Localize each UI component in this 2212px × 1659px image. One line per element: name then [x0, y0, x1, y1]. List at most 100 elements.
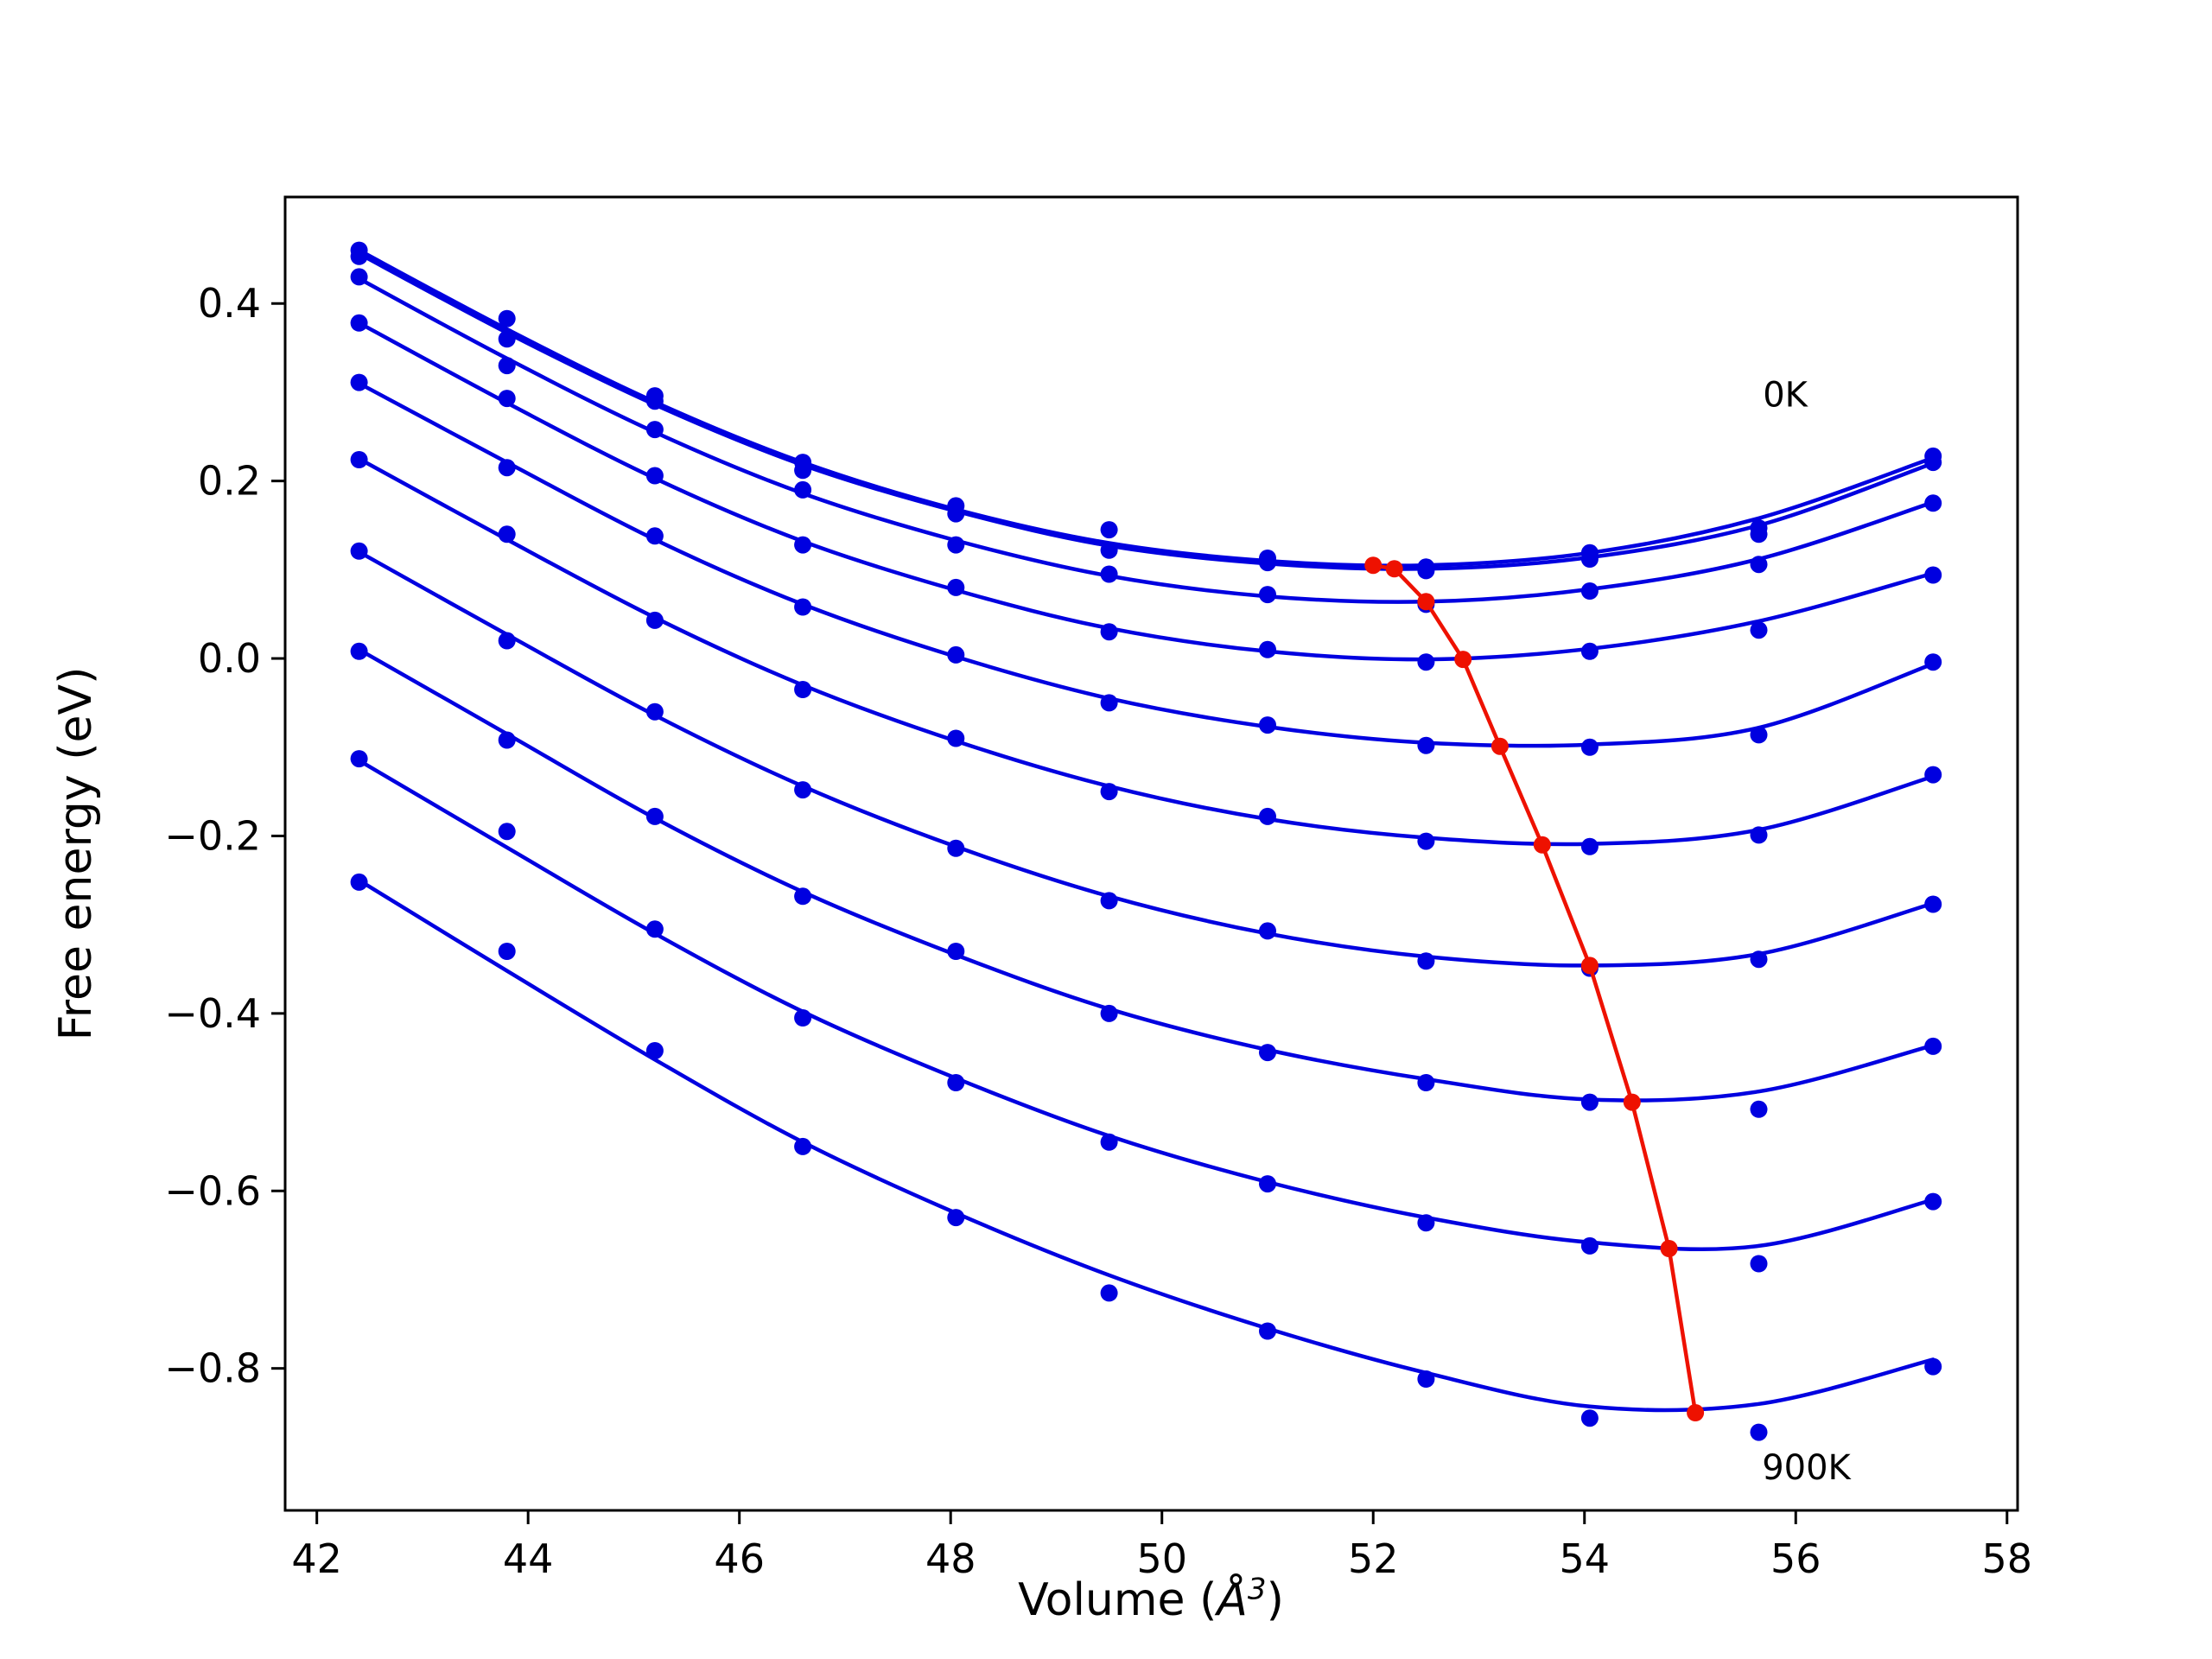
- minima-point-9: [1687, 1404, 1705, 1421]
- x-axis-superscript: 3: [1247, 1572, 1267, 1607]
- point-800K-0: [350, 750, 368, 768]
- scatter-400K: [350, 373, 1942, 756]
- point-200K-3: [794, 480, 812, 499]
- x-axis-angstrom-symbol: Å: [1217, 1574, 1248, 1626]
- point-400K-4: [947, 645, 965, 664]
- scatter-700K: [350, 642, 1942, 1118]
- point-0K-1: [498, 309, 516, 327]
- y-tick-label: 0.0: [198, 635, 261, 682]
- point-200K-6: [1259, 586, 1276, 604]
- annotation-0K: 0K: [1763, 375, 1808, 415]
- y-tick-label: 0.2: [198, 458, 261, 505]
- point-100K-3: [794, 454, 812, 472]
- point-600K-4: [947, 839, 965, 857]
- point-300K-3: [794, 536, 812, 554]
- point-900K-10: [1924, 1357, 1942, 1376]
- y-axis-label: Free energy (eV): [50, 666, 102, 1041]
- point-700K-8: [1580, 1093, 1599, 1111]
- point-200K-4: [947, 536, 965, 554]
- curve-700K: [357, 647, 1936, 1103]
- point-200K-9: [1750, 556, 1768, 574]
- point-700K-4: [947, 943, 965, 960]
- minima-point-8: [1660, 1240, 1678, 1257]
- scatter-200K: [350, 268, 1942, 613]
- point-400K-3: [794, 598, 812, 616]
- minima-point-0: [1364, 556, 1382, 575]
- point-400K-1: [498, 459, 516, 477]
- point-800K-8: [1580, 1236, 1599, 1255]
- point-500K-7: [1417, 832, 1435, 850]
- plot-border: [283, 195, 2019, 1512]
- curve-200K: [357, 276, 1936, 604]
- point-800K-10: [1924, 1192, 1942, 1211]
- x-tick-label: 48: [925, 1535, 976, 1582]
- point-200K-5: [1100, 565, 1118, 583]
- curve-900K: [357, 878, 1936, 1413]
- point-700K-9: [1750, 1100, 1768, 1118]
- x-axis-label-text: Volume (: [1018, 1574, 1217, 1626]
- point-300K-6: [1259, 640, 1276, 658]
- y-tick-label: 0.4: [198, 280, 261, 327]
- equilibrium-volume-line: [1372, 563, 1698, 1414]
- point-500K-9: [1750, 826, 1768, 844]
- scatter-600K: [350, 542, 1942, 977]
- scatter-300K: [350, 314, 1942, 671]
- x-tick-label: 44: [503, 1535, 554, 1582]
- point-500K-3: [794, 681, 812, 698]
- point-600K-10: [1924, 895, 1942, 913]
- point-500K-6: [1259, 807, 1276, 825]
- point-100K-1: [498, 330, 516, 348]
- point-900K-6: [1259, 1322, 1276, 1340]
- point-800K-9: [1750, 1255, 1768, 1273]
- point-900K-9: [1750, 1423, 1768, 1441]
- point-100K-5: [1100, 541, 1118, 559]
- point-800K-7: [1417, 1214, 1435, 1232]
- point-300K-8: [1580, 642, 1599, 660]
- scatter-0K: [350, 241, 1942, 576]
- point-200K-0: [350, 268, 368, 286]
- point-900K-7: [1417, 1370, 1435, 1388]
- point-300K-10: [1924, 566, 1942, 584]
- point-800K-3: [794, 1009, 812, 1027]
- point-200K-8: [1580, 582, 1599, 600]
- point-300K-1: [498, 390, 516, 408]
- point-800K-5: [1100, 1133, 1118, 1151]
- minima-point-6: [1580, 957, 1599, 975]
- point-100K-4: [947, 505, 965, 523]
- x-axis-label-suffix: ): [1266, 1574, 1284, 1626]
- point-600K-5: [1100, 892, 1118, 910]
- point-400K-9: [1750, 726, 1768, 744]
- y-tick-label: −0.4: [164, 990, 261, 1037]
- point-900K-1: [498, 943, 516, 960]
- point-400K-7: [1417, 736, 1435, 754]
- point-500K-1: [498, 525, 516, 543]
- point-300K-5: [1100, 623, 1118, 641]
- point-100K-2: [645, 392, 664, 410]
- point-600K-1: [498, 632, 516, 650]
- point-700K-5: [1100, 1004, 1118, 1022]
- point-800K-6: [1259, 1175, 1276, 1193]
- minima-point-5: [1533, 836, 1551, 854]
- x-tick-label: 58: [1982, 1535, 2033, 1582]
- point-400K-6: [1259, 716, 1276, 734]
- point-100K-8: [1580, 550, 1599, 568]
- point-700K-7: [1417, 1074, 1435, 1091]
- point-300K-0: [350, 314, 368, 332]
- minima-point-1: [1385, 560, 1403, 578]
- point-900K-0: [350, 873, 368, 891]
- point-400K-10: [1924, 653, 1942, 671]
- point-700K-10: [1924, 1037, 1942, 1055]
- x-tick-label: 50: [1136, 1535, 1187, 1582]
- x-tick-label: 56: [1770, 1535, 1821, 1582]
- point-900K-8: [1580, 1409, 1599, 1427]
- point-400K-5: [1100, 694, 1118, 712]
- scatter-800K: [350, 750, 1942, 1273]
- point-100K-6: [1259, 554, 1276, 572]
- point-100K-9: [1750, 519, 1768, 537]
- x-tick-label: 52: [1348, 1535, 1399, 1582]
- point-700K-1: [498, 731, 516, 749]
- point-500K-2: [645, 611, 664, 629]
- point-200K-10: [1924, 494, 1942, 512]
- point-700K-2: [645, 807, 664, 825]
- x-axis-label: Volume (Å3): [1018, 1574, 1284, 1626]
